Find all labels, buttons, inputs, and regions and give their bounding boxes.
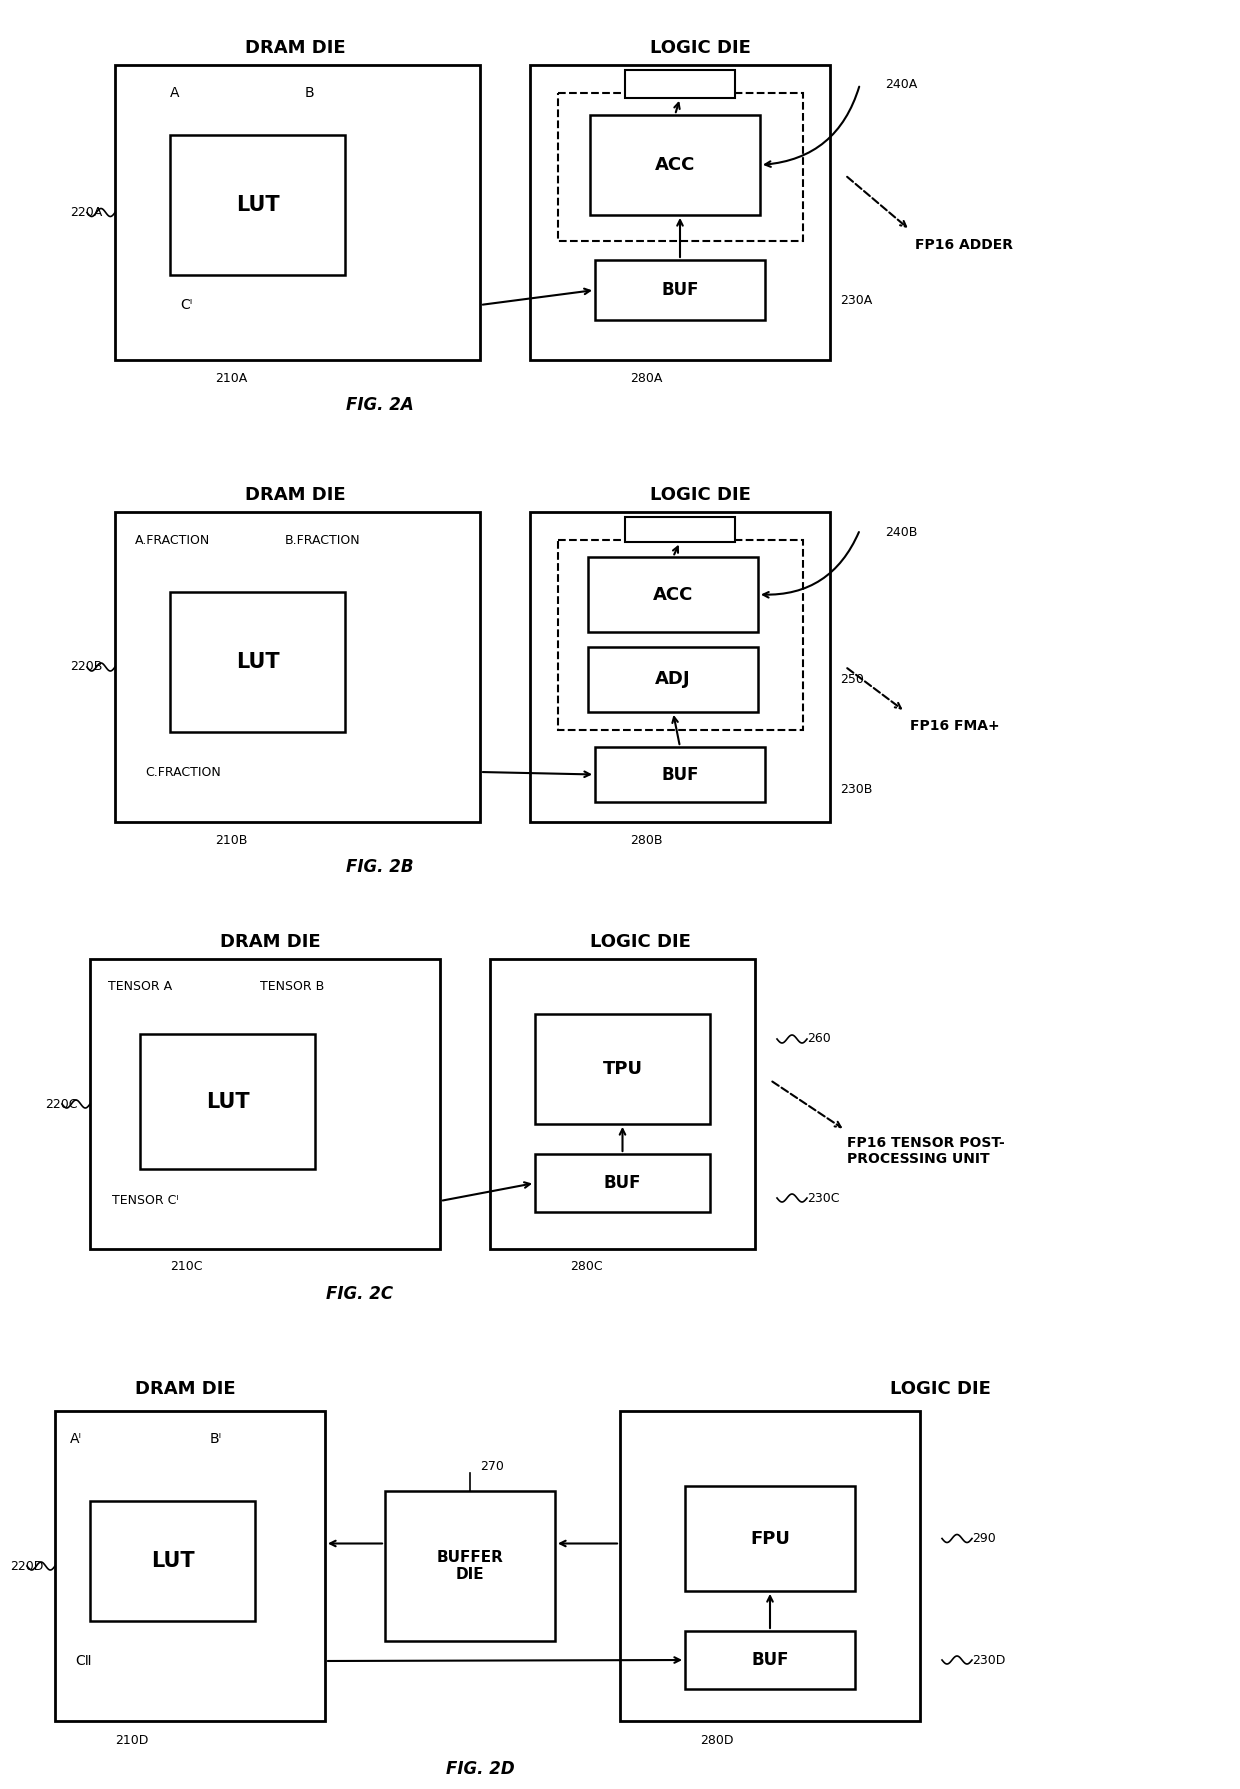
Text: ACC: ACC [655,156,696,174]
Bar [595,259,765,320]
Text: 240B: 240B [885,526,918,538]
Text: TENSOR B: TENSOR B [260,980,324,993]
Text: 210B: 210B [215,834,247,846]
Text: FP16 ADDER: FP16 ADDER [915,238,1013,252]
Text: 260: 260 [807,1032,831,1045]
Text: BUFFER
DIE: BUFFER DIE [436,1549,503,1581]
Bar [115,64,480,360]
Text: ADJ: ADJ [655,671,691,689]
Bar [384,1490,556,1641]
Text: FIG. 2D: FIG. 2D [445,1760,515,1778]
Text: BUF: BUF [751,1651,789,1669]
Text: FIG. 2C: FIG. 2C [326,1285,393,1302]
Bar [625,70,735,98]
Bar [529,512,830,821]
Bar [558,93,804,242]
Text: Bᴵ: Bᴵ [210,1431,222,1446]
Text: 210D: 210D [115,1735,149,1748]
Text: DRAM DIE: DRAM DIE [244,39,345,57]
Text: FIG. 2B: FIG. 2B [346,859,414,877]
Text: 240A: 240A [885,79,918,91]
Text: 230C: 230C [807,1191,839,1204]
Bar [534,1154,711,1211]
Text: DRAM DIE: DRAM DIE [244,487,345,504]
Bar [625,517,735,542]
Text: B.FRACTION: B.FRACTION [285,533,361,546]
Text: 270: 270 [480,1460,503,1472]
Bar [91,1501,255,1621]
Bar [140,1034,315,1168]
Text: FP16 FMA+: FP16 FMA+ [910,719,999,733]
Text: LOGIC DIE: LOGIC DIE [889,1379,991,1397]
Text: Aᴵ: Aᴵ [69,1431,82,1446]
Text: ACC: ACC [652,585,693,603]
Text: 230A: 230A [839,293,872,306]
Bar [170,134,345,276]
Text: 280A: 280A [630,372,662,385]
Text: A: A [170,86,180,100]
Text: 280B: 280B [630,834,662,846]
Text: CⅡ: CⅡ [74,1655,92,1667]
Bar [620,1412,920,1721]
Text: 290: 290 [972,1531,996,1546]
Text: 250: 250 [839,673,864,685]
Bar [529,64,830,360]
Bar [91,959,440,1249]
Text: 230B: 230B [839,784,873,796]
Text: LUT: LUT [206,1091,249,1111]
Text: FIG. 2A: FIG. 2A [346,395,414,413]
Text: TPU: TPU [603,1061,642,1079]
Text: DRAM DIE: DRAM DIE [135,1379,236,1397]
Text: DRAM DIE: DRAM DIE [219,934,320,952]
Bar [55,1412,325,1721]
Bar [588,556,758,632]
Text: LUT: LUT [151,1551,195,1571]
Bar [684,1632,856,1689]
Bar [490,959,755,1249]
Text: 220D: 220D [10,1560,43,1573]
Text: A.FRACTION: A.FRACTION [135,533,211,546]
Text: 220C: 220C [45,1097,77,1111]
Text: 230D: 230D [972,1653,1006,1667]
Text: LUT: LUT [236,651,279,673]
Text: LUT: LUT [236,195,279,215]
Text: 220A: 220A [69,206,102,218]
Bar [558,540,804,730]
Text: BUF: BUF [661,766,699,784]
Bar [115,512,480,821]
Text: 210C: 210C [170,1261,202,1274]
Text: Cᴵ: Cᴵ [180,299,192,311]
Text: 210A: 210A [215,372,247,385]
Text: FP16 TENSOR POST-
PROCESSING UNIT: FP16 TENSOR POST- PROCESSING UNIT [847,1136,1004,1166]
Text: LOGIC DIE: LOGIC DIE [589,934,691,952]
Text: C.FRACTION: C.FRACTION [145,766,221,778]
Bar [170,592,345,732]
Bar [595,748,765,801]
Bar [590,114,760,215]
Bar [588,648,758,712]
Text: TENSOR A: TENSOR A [108,980,172,993]
Text: LOGIC DIE: LOGIC DIE [650,487,750,504]
Text: FPU: FPU [750,1530,790,1547]
Text: LOGIC DIE: LOGIC DIE [650,39,750,57]
Text: 280D: 280D [701,1735,734,1748]
Text: 220B: 220B [69,660,103,673]
Text: B: B [305,86,315,100]
Bar [684,1487,856,1590]
Text: 280C: 280C [570,1261,603,1274]
Text: BUF: BUF [661,281,699,299]
Bar [534,1014,711,1123]
Text: TENSOR Cᴵ: TENSOR Cᴵ [112,1195,179,1208]
Text: BUF: BUF [604,1174,641,1191]
